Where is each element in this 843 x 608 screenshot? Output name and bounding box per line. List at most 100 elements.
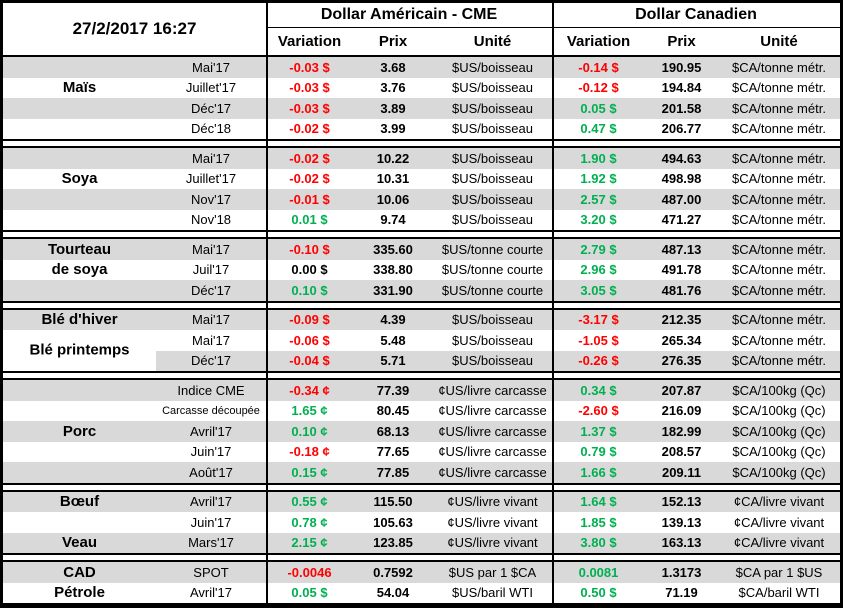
commodity-label-text: de soya — [51, 261, 108, 279]
us-price: 9.74 — [380, 212, 406, 228]
table-row: Soya Juillet'17 -0.02 $ 10.31 $US/boisseau 1.… — [3, 169, 840, 190]
cad-price: 194.84 — [661, 80, 702, 96]
cad-unit: $CA/tonne métr. — [732, 332, 826, 348]
cad-variation-header: Variation — [566, 33, 631, 50]
cad-variation: 0.05 $ — [552, 98, 645, 119]
commodity-label-text: Porc — [62, 422, 97, 440]
contract-month: Déc'17 — [156, 350, 266, 371]
contract-month: Déc'17 — [156, 98, 266, 119]
us-unit: $US/boisseau — [452, 80, 533, 96]
us-variation: 0.00 $ — [291, 262, 328, 278]
commodity-label-text: Pétrole — [54, 584, 105, 602]
cad-variation: 2.79 $ — [552, 239, 645, 260]
us-unit: $US/boisseau — [433, 148, 552, 169]
table-row: Pétrole Avril'17 0.05 $ 54.04 $US/baril WTI 0… — [3, 583, 840, 604]
contract-month: Juillet'17 — [185, 171, 237, 187]
cad-variation: -0.12 $ — [578, 80, 619, 96]
commodity-label: Bœuf — [3, 491, 156, 512]
cad-price: 487.00 — [645, 189, 718, 210]
contract-month: Juin'17 — [190, 514, 232, 530]
cad-unit: $CA/baril WTI — [738, 585, 820, 601]
cad-price: 201.58 — [645, 98, 718, 119]
cad-unit: ¢CA/livre vivant — [733, 514, 825, 530]
table-row: CAD SPOT -0.0046 0.7592 $US par 1 $CA 0.0081 1… — [3, 562, 840, 583]
us-variation: 2.15 ¢ — [266, 532, 353, 553]
us-variation: -0.34 ¢ — [266, 380, 353, 401]
us-unit: ¢US/livre carcasse — [438, 444, 547, 460]
us-unit: $US/baril WTI — [452, 585, 533, 601]
contract-month: Mai'17 — [192, 332, 230, 348]
cad-price: 190.95 — [645, 57, 718, 78]
us-price: 10.22 — [353, 148, 433, 169]
us-price: 3.99 — [380, 121, 406, 137]
contract-month: Juillet'17 — [185, 80, 237, 96]
group-separator — [3, 484, 840, 490]
us-price: 10.31 — [376, 171, 410, 187]
table-header: 27/2/2017 16:27 Dollar Américain - CME D… — [3, 3, 840, 55]
contract-month: SPOT — [156, 562, 266, 583]
commodity-label — [3, 350, 156, 371]
us-price: 331.90 — [353, 280, 433, 301]
cad-price: 212.35 — [645, 309, 718, 330]
us-price: 4.39 — [353, 309, 433, 330]
table-row: Maïs Juillet'17 -0.03 $ 3.76 $US/boisseau -0.… — [3, 78, 840, 99]
us-unit: ¢US/livre vivant — [433, 491, 552, 512]
cad-section-title: Dollar Canadien — [635, 6, 757, 23]
us-price: 68.13 — [353, 421, 433, 442]
cad-price: 182.99 — [645, 421, 718, 442]
us-unit: ¢US/livre carcasse — [433, 462, 552, 483]
us-price: 77.85 — [353, 462, 433, 483]
column-headers: Variation Prix Unité Variation Prix Unit… — [266, 28, 840, 55]
commodity-label — [3, 512, 156, 533]
us-price: 5.48 — [380, 332, 406, 348]
cad-variation: 3.80 $ — [552, 532, 645, 553]
us-variation: -0.09 $ — [266, 309, 353, 330]
cad-variation: 1.37 $ — [552, 421, 645, 442]
cad-unit: $CA par 1 $US — [718, 562, 840, 583]
commodity-label — [3, 401, 156, 422]
table-row: Juin'17 0.78 ¢ 105.63 ¢US/livre vivant 1.85 … — [3, 512, 840, 533]
cad-unit: $CA/tonne métr. — [732, 212, 826, 228]
group-cad-petrole: CAD SPOT -0.0046 0.7592 $US par 1 $CA 0.0081 1… — [3, 560, 840, 605]
table-row: Nov'17 -0.01 $10.06 $US/boisseau 2.57 $487.… — [3, 189, 840, 210]
commodity-label: de soya — [3, 260, 156, 281]
group-separator — [3, 555, 840, 560]
group-separator — [3, 373, 840, 378]
us-variation: 0.10 ¢ — [266, 421, 353, 442]
contract-month: Mai'17 — [156, 148, 266, 169]
cad-price: 71.19 — [665, 585, 698, 601]
contract-month: Mai'17 — [156, 239, 266, 260]
us-unit: $US/boisseau — [433, 309, 552, 330]
us-variation: -0.03 $ — [266, 98, 353, 119]
table-row: Indice CME -0.34 ¢ 77.39 ¢US/livre carcasse… — [3, 380, 840, 401]
cad-price: 276.35 — [645, 350, 718, 371]
cad-variation: 1.92 $ — [580, 171, 617, 187]
contract-month: Mai'17 — [156, 309, 266, 330]
header-right: Dollar Américain - CME Dollar Canadien V… — [266, 3, 840, 55]
group-ble: Blé d'hiver Mai'17 -0.09 $4.39 $US/boisseau… — [3, 307, 840, 373]
contract-month: Déc'18 — [190, 121, 232, 137]
table-row: Mai'17 -0.03 $3.68 $US/boisseau -0.14 $190.… — [3, 57, 840, 78]
table-row: Veau Mars'17 2.15 ¢ 123.85 ¢US/livre vivant 3… — [3, 532, 840, 553]
us-price: 123.85 — [353, 532, 433, 553]
us-unit: ¢US/livre vivant — [447, 514, 538, 530]
cad-unit: $CA/tonne métr. — [732, 171, 826, 187]
contract-month: Mars'17 — [156, 532, 266, 553]
cad-variation: 0.47 $ — [580, 121, 617, 137]
commodity-label — [3, 380, 156, 401]
us-variation: 0.78 ¢ — [291, 514, 328, 530]
us-unit: $US par 1 $CA — [433, 562, 552, 583]
us-unit: ¢US/livre carcasse — [433, 380, 552, 401]
commodity-label — [3, 210, 156, 231]
contract-month: Carcasse découpée — [162, 404, 260, 417]
cad-unit: $CA/tonne métr. — [732, 80, 826, 96]
us-variation: -0.04 $ — [266, 350, 353, 371]
cad-unit: $CA/tonne métr. — [718, 280, 840, 301]
cad-unit: $CA/100kg (Qc) — [718, 421, 840, 442]
table-row: de soya Juil'17 0.00 $ 338.80 $US/tonne cour… — [3, 260, 840, 281]
us-variation: 0.55 ¢ — [266, 491, 353, 512]
commodity-label: Soya — [3, 169, 156, 190]
us-variation: 0.10 $ — [266, 280, 353, 301]
cad-unit: $CA/100kg (Qc) — [718, 380, 840, 401]
table-row: Mai'17 -0.02 $10.22 $US/boisseau 1.90 $494.… — [3, 148, 840, 169]
